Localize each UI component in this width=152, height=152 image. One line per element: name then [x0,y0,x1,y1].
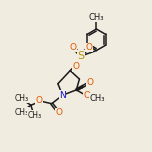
Text: O: O [87,78,94,87]
Text: CH₃: CH₃ [15,94,29,103]
Polygon shape [70,63,78,71]
Text: N: N [59,91,66,100]
Text: O: O [72,62,79,71]
Text: CH₃: CH₃ [89,94,105,103]
Text: O: O [56,108,63,117]
Text: CH₃: CH₃ [28,111,42,120]
Text: CH₃: CH₃ [89,13,104,22]
Polygon shape [76,86,83,90]
Text: O: O [70,43,77,52]
Text: O: O [85,43,92,52]
Text: S: S [77,51,85,61]
Text: O: O [84,91,91,100]
Text: CH₃: CH₃ [15,108,29,117]
Text: O: O [36,96,43,105]
